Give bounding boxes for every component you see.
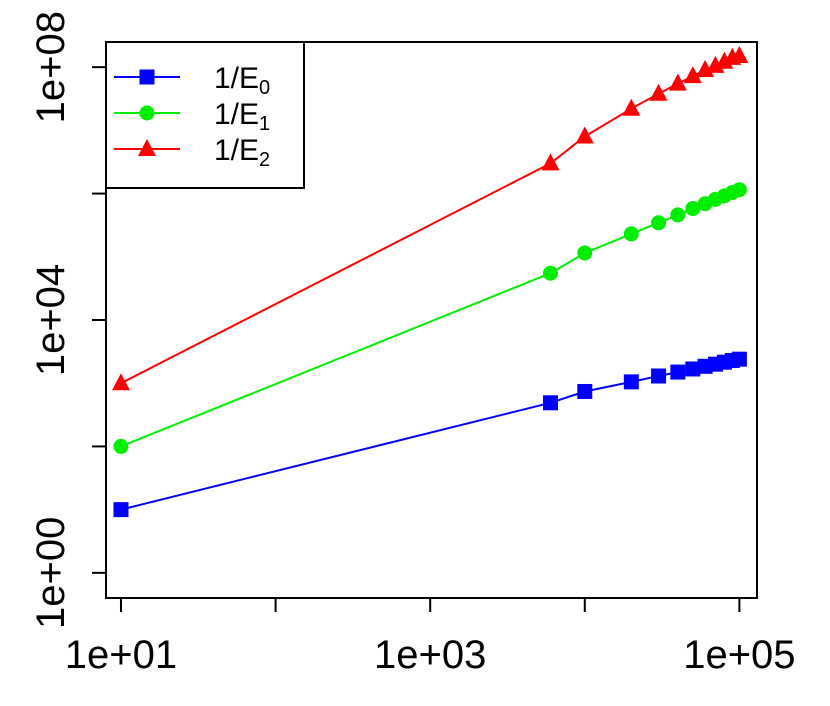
series-0-point <box>731 351 747 367</box>
series-2-point <box>622 98 641 116</box>
series-0-point <box>113 502 129 518</box>
x-tick-label: 1e+05 <box>683 633 795 677</box>
x-axis: 1e+01 1e+03 1e+05 <box>65 598 796 677</box>
series-1-point <box>113 438 129 454</box>
series-0-point <box>651 368 667 384</box>
y-axis: 1e+00 1e+04 1e+08 <box>29 11 106 629</box>
y-tick-label: 1e+00 <box>29 517 73 629</box>
series-0-point <box>623 374 639 390</box>
legend-label-0: 1/E0 <box>214 62 270 99</box>
series-1-point <box>542 265 558 281</box>
series-1-point <box>731 182 747 198</box>
series-0-point <box>670 364 686 380</box>
series-2-point <box>649 83 668 101</box>
series-1-point <box>670 207 686 223</box>
series-line-1 <box>120 188 740 448</box>
series-markers <box>111 46 749 518</box>
legend-label-1: 1/E1 <box>214 98 270 135</box>
series-1-point <box>623 226 639 242</box>
legend-label-2: 1/E2 <box>214 134 270 171</box>
series-line-0 <box>120 358 740 511</box>
y-tick-label: 1e+04 <box>29 264 73 376</box>
legend-box <box>105 41 305 189</box>
series-1-point <box>685 201 701 217</box>
series-2-point <box>111 373 130 391</box>
series-2-point <box>730 46 749 64</box>
series-2-point <box>668 73 687 91</box>
y-tick-label: 1e+08 <box>29 11 73 123</box>
legend-marker-0 <box>139 69 155 85</box>
series-1-point <box>577 245 593 261</box>
x-tick-label: 1e+03 <box>374 633 486 677</box>
series-1-point <box>651 215 667 231</box>
series-0-point <box>542 395 558 411</box>
series-0-point <box>577 383 593 399</box>
series-2-point <box>575 126 594 144</box>
series-2-point <box>541 153 560 171</box>
series-2-point <box>683 66 702 84</box>
x-tick-label: 1e+01 <box>65 633 177 677</box>
legend-marker-1 <box>139 105 155 121</box>
series-0-point <box>685 361 701 377</box>
legend: 1/E01/E11/E2 <box>105 41 305 189</box>
legend-marker-2 <box>138 139 156 156</box>
